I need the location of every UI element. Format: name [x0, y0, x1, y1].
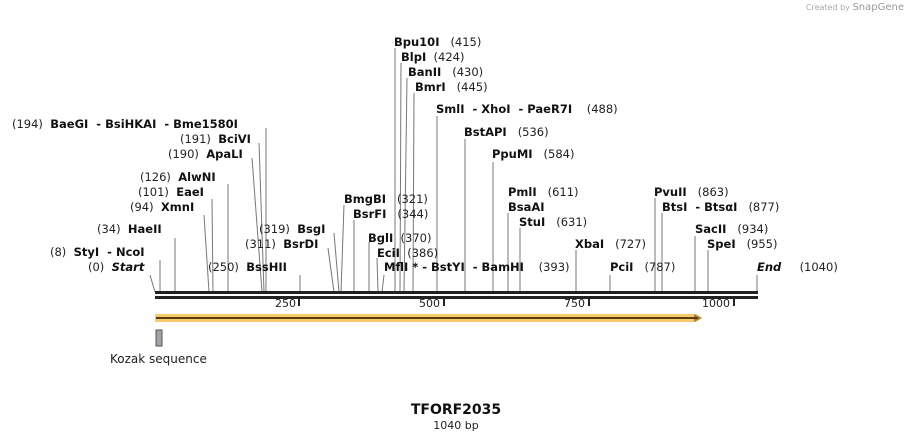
site-haeii[interactable]: (34) HaeII — [97, 222, 162, 236]
site-bsaai[interactable]: BsaAI — [508, 200, 545, 214]
snapgene-logo: SnapGene — [852, 2, 904, 13]
tick-250: 250 — [275, 297, 296, 310]
tick-1000: 1000 — [702, 297, 730, 310]
ruler-ticks — [298, 299, 735, 306]
site-bsshii[interactable]: (250) BssHII — [208, 260, 287, 274]
backbone-bottom-strand — [155, 296, 758, 299]
map-title: TFORF2035 — [410, 402, 502, 418]
site-ppumi[interactable]: PpuMI (584) — [492, 147, 575, 161]
feature-label-kozak[interactable]: Kozak sequence — [110, 352, 207, 366]
site-xbai[interactable]: XbaI (727) — [575, 237, 647, 251]
site-bsrdi[interactable]: (311) BsrDI — [245, 237, 319, 251]
site-spei[interactable]: SpeI (955) — [707, 237, 778, 251]
site-sacii[interactable]: SacII (934) — [695, 222, 769, 236]
site-alwni[interactable]: (126) AlwNI — [140, 170, 216, 184]
site-banii[interactable]: BanII (430) — [408, 65, 484, 79]
site-styi-ncoi[interactable]: (8) StyI - NcoI — [50, 245, 145, 259]
site-end[interactable]: End (1040) — [757, 260, 838, 274]
site-ecii[interactable]: EciI (386) — [377, 246, 439, 260]
site-xmni[interactable]: (94) XmnI — [130, 200, 195, 214]
site-start[interactable]: (0) Start — [88, 260, 145, 274]
site-smli-xhoi-paer7i[interactable]: SmlI - XhoI - PaeR7I (488) — [436, 102, 618, 116]
site-bmri[interactable]: BmrI (445) — [415, 80, 488, 94]
tick-750: 750 — [564, 297, 585, 310]
site-mfli-bstyi-bamhi[interactable]: MflI * - BstYI - BamHI (393) — [384, 260, 570, 274]
site-pmli[interactable]: PmlI (611) — [508, 185, 579, 199]
tick-500: 500 — [419, 297, 440, 310]
site-stui[interactable]: StuI (631) — [519, 215, 588, 229]
site-bstapi[interactable]: BstAPI (536) — [464, 125, 549, 139]
site-bpu10i[interactable]: Bpu10I (415) — [394, 35, 482, 49]
site-blpi[interactable]: BlpI (424) — [401, 50, 465, 64]
site-baegi-bsihkai-bme1580i[interactable]: (194) BaeGI - BsiHKAI - Bme1580I — [12, 117, 238, 131]
site-eaei[interactable]: (101) EaeI — [138, 185, 204, 199]
site-btsi-btsai[interactable]: BtsI - BtsαI (877) — [662, 200, 780, 214]
orf-arrow — [155, 314, 702, 322]
site-bgli[interactable]: BglI (370) — [368, 231, 432, 245]
snapgene-credit: Created by SnapGene — [805, 2, 904, 13]
site-leader-lines — [149, 48, 758, 293]
site-pvuii[interactable]: PvuII (863) — [654, 185, 729, 199]
site-apali[interactable]: (190) ApaLI — [168, 147, 243, 161]
site-bmgbi[interactable]: BmgBI (321) — [344, 192, 428, 206]
site-bsrfi[interactable]: BsrFI (344) — [353, 207, 429, 221]
site-bsgi[interactable]: (319) BsgI — [259, 222, 326, 236]
kozak-feature-box — [155, 329, 163, 347]
backbone-top-strand — [155, 291, 758, 294]
map-length: 1040 bp — [433, 419, 479, 432]
site-pcii[interactable]: PciI (787) — [610, 260, 676, 274]
site-bcivi[interactable]: (191) BciVI — [180, 132, 251, 146]
